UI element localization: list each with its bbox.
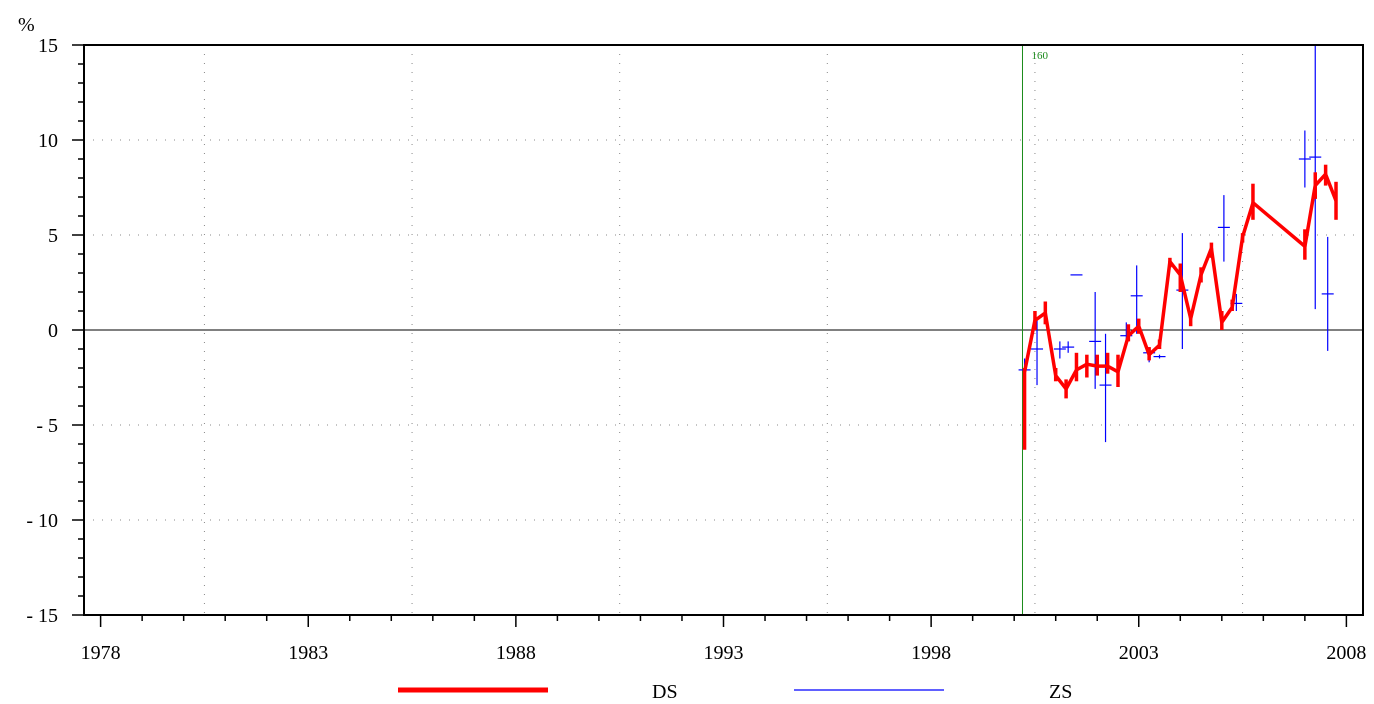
y-tick-label: - 15 bbox=[26, 605, 58, 627]
x-tick-label: 2008 bbox=[1326, 642, 1366, 664]
series-ds bbox=[1022, 164, 1338, 450]
y-tick-label: - 10 bbox=[26, 510, 58, 532]
x-tick-label: 1993 bbox=[704, 642, 744, 664]
y-tick-label: - 5 bbox=[36, 415, 58, 437]
legend: DS ZS bbox=[398, 681, 1072, 703]
y-tick-label: 10 bbox=[38, 130, 58, 152]
y-tick-label: 5 bbox=[48, 225, 58, 247]
y-unit-label: % bbox=[18, 14, 35, 36]
y-tick-label: 15 bbox=[38, 35, 58, 57]
x-tick-label: 1998 bbox=[911, 642, 951, 664]
x-axis: 1978 1983 1988 1993 1998 2003 2008 bbox=[81, 615, 1366, 664]
x-tick-label: 1983 bbox=[288, 642, 328, 664]
legend-ds-label: DS bbox=[652, 681, 678, 703]
marker-label: 160 bbox=[1031, 50, 1048, 62]
x-tick-label: 1978 bbox=[81, 642, 121, 664]
y-tick-label: 0 bbox=[48, 320, 58, 342]
x-tick-label: 2003 bbox=[1119, 642, 1159, 664]
x-tick-label: 1988 bbox=[496, 642, 536, 664]
y-axis: 15 10 5 0 - 5 - 10 - 15 bbox=[26, 35, 84, 627]
ds-line bbox=[1022, 172, 1338, 391]
legend-zs-label: ZS bbox=[1049, 681, 1072, 703]
